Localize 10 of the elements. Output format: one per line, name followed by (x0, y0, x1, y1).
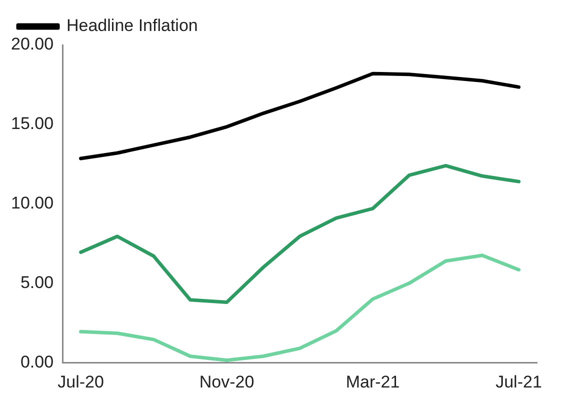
x-tick-label: Mar-21 (346, 372, 400, 392)
y-tick-label: 15.00 (10, 114, 54, 134)
x-tick-label: Jul-21 (496, 372, 542, 392)
x-tick-label: Jul-20 (58, 372, 104, 392)
y-tick-label: 5.00 (20, 272, 54, 292)
legend-label: Headline Inflation (66, 16, 198, 36)
y-tick-label: 20.00 (10, 34, 54, 54)
x-tick-label: Nov-20 (199, 372, 254, 392)
y-tick-label: 0.00 (20, 352, 54, 372)
y-tick-label: 10.00 (10, 193, 54, 212)
